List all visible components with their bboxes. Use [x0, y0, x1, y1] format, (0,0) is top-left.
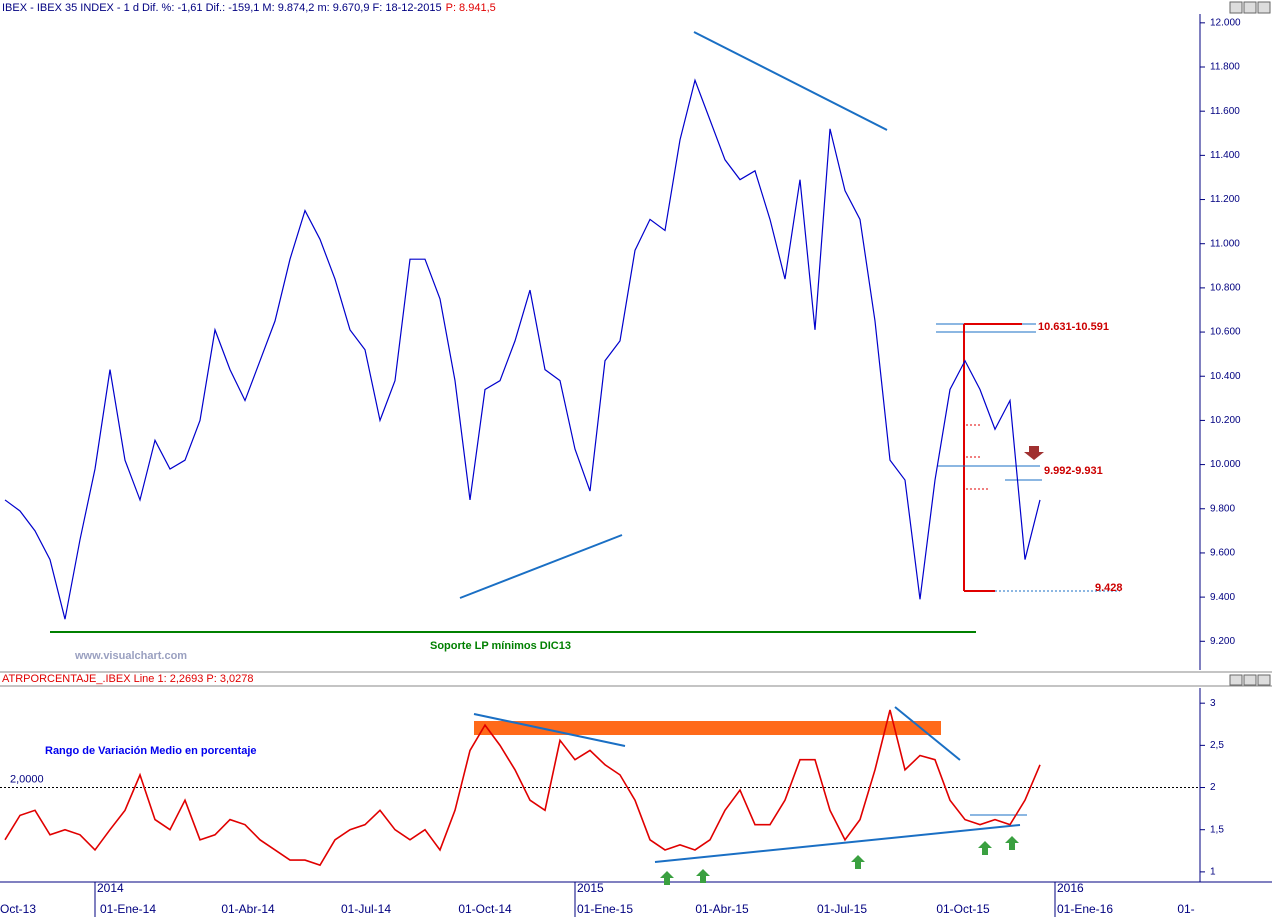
button[interactable]: [1229, 1, 1243, 14]
x-tick-label: 01-Abr-14: [221, 902, 275, 916]
y-tick-label: 2,5: [1210, 740, 1224, 751]
trend-line: [693, 31, 888, 131]
header: IBEX - IBEX 35 INDEX - 1 d Dif. %: -1,61…: [2, 2, 496, 14]
button[interactable]: [1229, 674, 1243, 686]
reference-label: 2,0000: [10, 773, 44, 785]
y-tick-label: 3: [1210, 698, 1216, 709]
button[interactable]: [1243, 1, 1257, 14]
y-tick-label: 11.000: [1210, 238, 1240, 249]
atr-title: Rango de Variación Medio en porcentaje: [45, 745, 257, 757]
y-tick-label: 9.200: [1210, 636, 1235, 647]
x-tick-label: 01-Jul-14: [341, 902, 391, 916]
y-tick-label: 2: [1210, 782, 1216, 793]
atr-header: ATRPORCENTAJE_.IBEX Line 1: 2,2693 P: 3,…: [2, 673, 254, 685]
trend-line: [459, 534, 623, 599]
year-label: 2016: [1057, 881, 1084, 895]
y-tick-label: 9.400: [1210, 592, 1235, 603]
y-tick-label: 1: [1210, 867, 1216, 878]
y-tick-label: 11.200: [1210, 194, 1240, 205]
x-tick-label: 01-Ene-14: [100, 902, 156, 916]
y-tick-label: 11.400: [1210, 150, 1240, 161]
year-label: 2014: [97, 881, 124, 895]
annotation: Soporte LP mínimos DIC13: [430, 640, 571, 652]
annotation: 10.631-10.591: [1038, 321, 1109, 333]
up-arrow: [660, 871, 674, 885]
y-tick-label: 1,5: [1210, 824, 1224, 835]
annotation: 9.992-9.931: [1044, 465, 1103, 477]
arrows: [660, 836, 1019, 885]
window-buttons[interactable]: [1229, 1, 1271, 686]
trend-line: [894, 706, 961, 761]
series-line: [4, 78, 1041, 620]
series-line: [4, 709, 1041, 867]
y-tick-label: 10.400: [1210, 371, 1241, 382]
trend-line: [473, 713, 626, 747]
year-label: 2015: [577, 881, 604, 895]
button[interactable]: [1257, 1, 1271, 14]
x-tick-label: Oct-13: [0, 902, 36, 916]
x-tick-label: 01-Ene-15: [577, 902, 633, 916]
x-tick-label: 01-Abr-15: [695, 902, 749, 916]
x-tick-label: 01-Jul-15: [817, 902, 867, 916]
watermark: www.visualchart.com: [74, 650, 187, 662]
x-tick-label: 01-Oct-14: [458, 902, 512, 916]
x-tick-label: 01-: [1177, 902, 1194, 916]
annotation: 9.428: [1095, 582, 1123, 594]
x-tick-label: 01-Ene-16: [1057, 902, 1113, 916]
up-arrow: [696, 869, 710, 883]
y-tick-label: 10.200: [1210, 415, 1241, 426]
down-arrow: [1024, 446, 1044, 460]
y-tick-label: 9.800: [1210, 503, 1235, 514]
trend-line: [654, 824, 1021, 863]
button[interactable]: [1257, 674, 1271, 686]
x-tick-label: 01-Oct-15: [936, 902, 990, 916]
header-text: IBEX - IBEX 35 INDEX - 1 d Dif. %: -1,61…: [2, 2, 442, 14]
y-tick-label: 10.800: [1210, 283, 1241, 294]
y-tick-label: 9.600: [1210, 548, 1235, 559]
y-tick-label: 10.600: [1210, 327, 1241, 338]
zone: [474, 721, 941, 735]
up-arrow: [1005, 836, 1019, 850]
up-arrow: [851, 855, 865, 869]
header-price: P: 8.941,5: [446, 2, 496, 14]
y-tick-label: 11.800: [1210, 62, 1240, 73]
button[interactable]: [1243, 674, 1257, 686]
up-arrow: [978, 841, 992, 855]
y-tick-label: 12.000: [1210, 17, 1241, 28]
y-tick-label: 10.000: [1210, 459, 1241, 470]
y-tick-label: 11.600: [1210, 106, 1240, 117]
